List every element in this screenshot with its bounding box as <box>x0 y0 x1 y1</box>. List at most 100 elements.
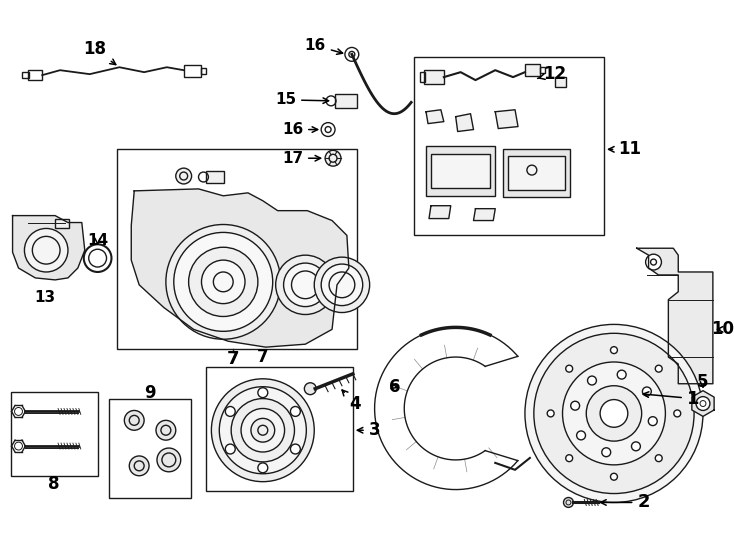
Text: 8: 8 <box>48 475 60 492</box>
Circle shape <box>566 365 573 372</box>
Text: 15: 15 <box>275 92 329 107</box>
Circle shape <box>600 400 628 427</box>
Circle shape <box>291 407 300 416</box>
Circle shape <box>564 497 573 508</box>
Bar <box>525 64 539 76</box>
Bar <box>431 154 490 188</box>
Circle shape <box>655 365 662 372</box>
Circle shape <box>124 410 144 430</box>
Circle shape <box>611 473 617 480</box>
Circle shape <box>534 333 694 494</box>
Circle shape <box>525 325 703 502</box>
Circle shape <box>577 431 586 440</box>
Bar <box>420 72 425 82</box>
Bar <box>117 150 357 349</box>
Circle shape <box>283 263 327 307</box>
Text: 7: 7 <box>257 348 269 366</box>
Circle shape <box>24 228 68 272</box>
Circle shape <box>566 455 573 462</box>
Circle shape <box>666 363 681 379</box>
Circle shape <box>602 448 611 457</box>
Circle shape <box>655 455 662 462</box>
Bar <box>29 70 43 80</box>
Text: 17: 17 <box>282 151 321 166</box>
Circle shape <box>674 410 680 417</box>
Text: 2: 2 <box>600 494 650 511</box>
Circle shape <box>586 386 642 441</box>
Circle shape <box>174 232 273 332</box>
Circle shape <box>696 396 710 410</box>
Text: 13: 13 <box>34 290 56 305</box>
Circle shape <box>166 225 280 339</box>
Circle shape <box>276 255 335 314</box>
Text: 11: 11 <box>608 140 642 158</box>
Polygon shape <box>495 110 518 129</box>
Text: 10: 10 <box>711 320 734 339</box>
Circle shape <box>587 376 597 385</box>
Circle shape <box>231 399 294 462</box>
Circle shape <box>571 401 580 410</box>
Circle shape <box>219 387 306 474</box>
Bar <box>184 65 202 77</box>
Bar <box>508 156 565 190</box>
Bar <box>206 367 353 490</box>
Polygon shape <box>636 248 713 384</box>
Circle shape <box>617 370 626 379</box>
Polygon shape <box>473 208 495 220</box>
Circle shape <box>642 387 651 396</box>
Bar <box>539 67 545 73</box>
Circle shape <box>611 347 617 354</box>
Bar <box>202 68 206 74</box>
Circle shape <box>225 407 235 416</box>
Polygon shape <box>12 215 84 280</box>
Bar <box>424 70 444 84</box>
Circle shape <box>325 150 341 166</box>
Bar <box>206 171 225 183</box>
Bar <box>555 77 567 87</box>
Circle shape <box>291 444 300 454</box>
Bar <box>23 72 29 78</box>
Circle shape <box>202 260 245 303</box>
Circle shape <box>241 408 285 452</box>
Circle shape <box>646 254 661 270</box>
Bar <box>414 57 604 235</box>
Polygon shape <box>692 390 714 416</box>
Polygon shape <box>131 189 349 347</box>
Circle shape <box>547 410 554 417</box>
Text: 14: 14 <box>87 233 108 248</box>
Text: 9: 9 <box>145 383 156 402</box>
Circle shape <box>648 417 657 426</box>
Circle shape <box>156 420 175 440</box>
Text: 3: 3 <box>357 421 380 439</box>
Circle shape <box>189 247 258 316</box>
Text: 18: 18 <box>83 40 116 65</box>
Text: 16: 16 <box>305 38 343 55</box>
Circle shape <box>321 264 363 306</box>
Bar <box>55 219 69 228</box>
Bar <box>10 392 98 476</box>
Circle shape <box>251 418 275 442</box>
Circle shape <box>562 362 666 465</box>
Bar <box>335 94 357 108</box>
Text: 5: 5 <box>697 373 709 391</box>
Text: 12: 12 <box>537 65 566 83</box>
Bar <box>504 150 570 197</box>
Circle shape <box>225 444 235 454</box>
Text: 1: 1 <box>643 389 700 408</box>
Text: 16: 16 <box>282 122 318 137</box>
Bar <box>109 399 191 497</box>
Circle shape <box>211 379 314 482</box>
Circle shape <box>314 257 370 313</box>
Circle shape <box>175 168 192 184</box>
Text: 4: 4 <box>342 390 360 413</box>
Text: 7: 7 <box>227 350 239 368</box>
Circle shape <box>157 448 181 472</box>
Circle shape <box>305 383 316 395</box>
Circle shape <box>258 463 268 473</box>
Polygon shape <box>429 206 451 219</box>
Text: 6: 6 <box>388 377 400 396</box>
Circle shape <box>631 442 640 451</box>
Polygon shape <box>456 114 473 132</box>
Circle shape <box>129 456 149 476</box>
Polygon shape <box>426 110 444 124</box>
